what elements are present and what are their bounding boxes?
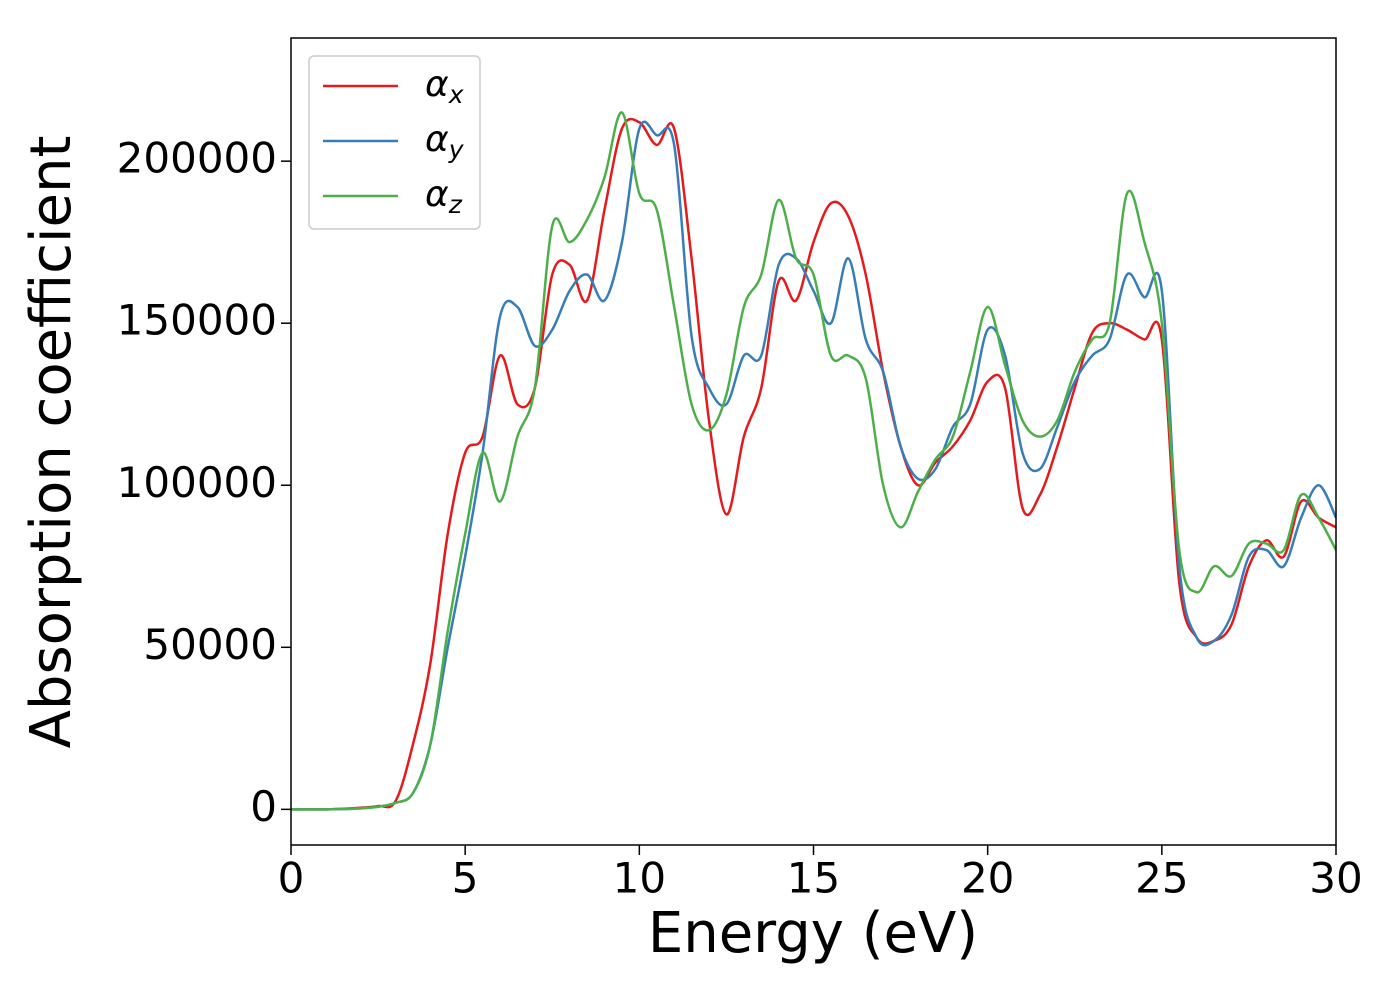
- series-line: [291, 111, 1336, 811]
- y-tick-label: 50000: [143, 620, 277, 669]
- y-tick-label: 100000: [117, 458, 277, 507]
- legend-label: αy: [425, 119, 465, 164]
- series-line: [291, 120, 1336, 811]
- legend-box: [308, 55, 481, 230]
- y-tick-label: 150000: [117, 296, 277, 345]
- x-axis-label: Energy (eV): [648, 901, 978, 966]
- x-tick-label: 30: [1309, 854, 1362, 903]
- x-tick-label: 25: [1135, 854, 1188, 903]
- series-line: [291, 117, 1336, 811]
- x-tick-label: 20: [961, 854, 1014, 903]
- x-tick-label: 0: [278, 854, 305, 903]
- legend-label: αx: [425, 64, 464, 109]
- legend-label: αz: [425, 174, 463, 219]
- plot-frame: [290, 37, 1337, 846]
- x-tick-label: 10: [613, 854, 666, 903]
- y-axis-label: Absorption coefficient: [19, 136, 84, 749]
- x-tick-label: 15: [787, 854, 840, 903]
- y-tick-label: 0: [250, 782, 277, 831]
- x-tick-label: 5: [452, 854, 479, 903]
- y-tick-label: 200000: [117, 134, 277, 183]
